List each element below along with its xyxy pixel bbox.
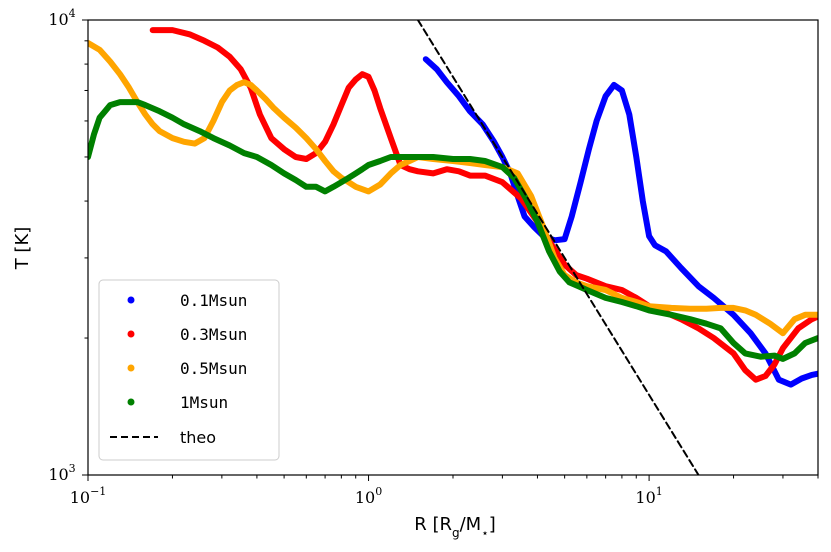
- legend-label-0.1msun: 0.1Msun: [180, 291, 247, 310]
- legend-marker-0.5msun: [127, 364, 135, 372]
- x-tick-label: 10−1: [70, 485, 107, 507]
- series-line-0.3msun: [149, 27, 818, 383]
- y-tick-label: 103: [48, 462, 75, 484]
- series-layer: [88, 20, 818, 475]
- legend-marker-1msun: [127, 398, 135, 406]
- legend-box: [98, 279, 280, 461]
- x-axis-label: R [Rg/M⋆]: [414, 514, 496, 540]
- series-line-0.1msun: [422, 56, 818, 388]
- y-axis-label: T [K]: [12, 227, 33, 271]
- legend-marker-0.3msun: [127, 330, 135, 338]
- y-tick-label: 104: [48, 7, 75, 29]
- legend-label-0.5msun: 0.5Msun: [180, 359, 247, 378]
- x-tick-label: 101: [635, 485, 662, 507]
- legend-label-0.3msun: 0.3Msun: [180, 325, 247, 344]
- series-line-theo: [416, 20, 700, 475]
- series-line-1msun: [88, 99, 818, 362]
- ticks-layer: 10−1 100 101 103 104: [48, 7, 819, 507]
- x-tick-label: 100: [355, 485, 382, 507]
- legend-marker-0.1msun: [127, 296, 135, 304]
- legend: 0.1Msun 0.3Msun 0.5Msun 1Msun theo: [98, 279, 280, 461]
- legend-label-1msun: 1Msun: [180, 393, 228, 412]
- series-line-0.5msun: [88, 40, 818, 337]
- legend-label-theo: theo: [180, 428, 216, 447]
